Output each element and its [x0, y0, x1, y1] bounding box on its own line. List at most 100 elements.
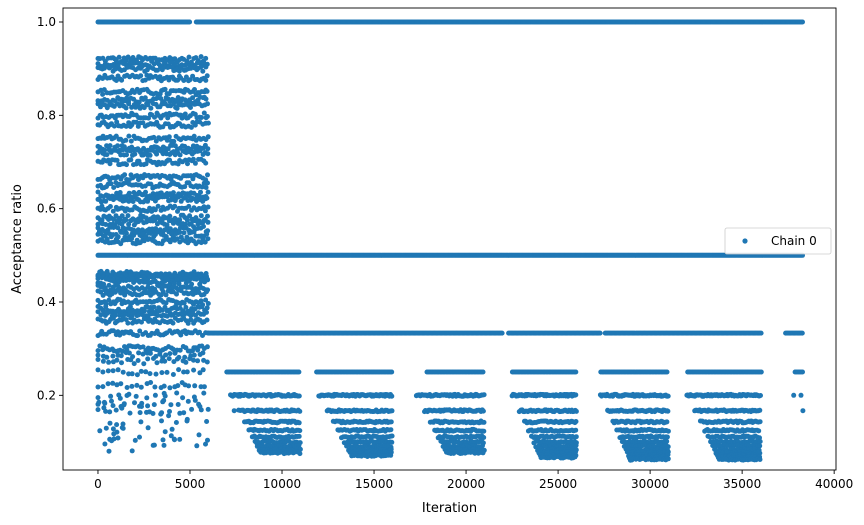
- scatter-point: [800, 19, 805, 25]
- scatter-point: [194, 276, 200, 282]
- scatter-point: [389, 408, 395, 414]
- scatter-point: [167, 213, 173, 219]
- scatter-point: [113, 407, 119, 413]
- scatter-point: [95, 407, 101, 413]
- scatter-point: [134, 382, 140, 388]
- scatter-point: [161, 398, 167, 403]
- scatter-point: [95, 357, 101, 362]
- scatter-point: [100, 369, 106, 375]
- scatter-point: [204, 114, 210, 119]
- scatter-point: [184, 418, 190, 424]
- scatter-point: [664, 369, 670, 375]
- scatter-point: [799, 330, 805, 336]
- scatter-point: [154, 360, 160, 366]
- scatter-point: [124, 385, 130, 390]
- scatter-point: [166, 134, 172, 140]
- scatter-point: [297, 408, 303, 414]
- scatter-point: [107, 420, 113, 426]
- scatter-point: [176, 194, 182, 200]
- scatter-point: [203, 96, 209, 102]
- scatter-point: [128, 357, 134, 363]
- scatter-point: [296, 393, 302, 399]
- scatter-point: [132, 151, 138, 157]
- scatter-point: [151, 402, 157, 408]
- scatter-point: [95, 348, 101, 354]
- scatter-point: [166, 356, 172, 362]
- scatter-point: [158, 411, 164, 417]
- scatter-point: [103, 408, 109, 414]
- scatter-point: [172, 437, 177, 443]
- scatter-point: [187, 19, 193, 25]
- scatter-point: [123, 137, 129, 143]
- scatter-point: [203, 185, 209, 190]
- scatter-point: [128, 157, 134, 163]
- scatter-point: [194, 443, 200, 449]
- scatter-point: [104, 354, 110, 360]
- scatter-point: [153, 371, 159, 377]
- scatter-point: [152, 392, 158, 398]
- scatter-point: [200, 350, 206, 356]
- scatter-point: [120, 369, 126, 375]
- scatter-point: [165, 276, 171, 282]
- scatter-point: [159, 370, 165, 376]
- scatter-point: [758, 369, 764, 375]
- scatter-point: [204, 231, 210, 237]
- scatter-point: [199, 115, 204, 120]
- scatter-point: [109, 398, 114, 404]
- scatter-point: [163, 352, 169, 358]
- scatter-point: [128, 148, 134, 154]
- scatter-point: [168, 402, 174, 408]
- scatter-point: [167, 409, 172, 414]
- scatter-point: [100, 358, 106, 364]
- scatter-point: [204, 317, 210, 323]
- scatter-point: [95, 352, 101, 358]
- scatter-point: [198, 213, 204, 219]
- scatter-point: [108, 393, 114, 399]
- scatter-point: [129, 236, 135, 242]
- scatter-point: [173, 420, 179, 425]
- scatter-point: [481, 419, 487, 425]
- scatter-point: [296, 420, 302, 426]
- scatter-point: [186, 54, 192, 60]
- scatter-point: [103, 425, 109, 431]
- scatter-point: [205, 120, 211, 126]
- scatter-point: [177, 436, 183, 442]
- scatter-point: [97, 428, 103, 434]
- scatter-point: [388, 427, 394, 433]
- scatter-point: [107, 204, 113, 209]
- scatter-point: [204, 419, 210, 424]
- scatter-point: [129, 383, 135, 389]
- scatter-point: [132, 437, 138, 443]
- scatter-point: [204, 73, 210, 79]
- scatter-point: [184, 369, 190, 375]
- scatter-point: [168, 433, 174, 439]
- scatter-point: [125, 320, 131, 326]
- scatter-point: [758, 330, 764, 336]
- scatter-point: [150, 411, 156, 416]
- scatter-point: [181, 230, 187, 236]
- scatter-point: [204, 344, 210, 350]
- scatter-point: [147, 152, 153, 158]
- scatter-point: [186, 383, 192, 389]
- scatter-point: [204, 289, 209, 295]
- scatter-point: [110, 403, 116, 409]
- scatter-point: [150, 274, 156, 280]
- scatter-point: [115, 435, 121, 441]
- scatter-point: [296, 369, 302, 375]
- scatter-point: [140, 351, 146, 357]
- scatter-point: [145, 403, 151, 409]
- scatter-point: [480, 369, 486, 375]
- scatter-point: [116, 54, 122, 60]
- scatter-point: [135, 358, 141, 363]
- scatter-point: [185, 398, 191, 404]
- scatter-point: [175, 383, 181, 389]
- scatter-point: [123, 105, 129, 111]
- scatter-point: [174, 356, 180, 362]
- scatter-point: [144, 409, 149, 415]
- scatter-point: [128, 217, 134, 223]
- scatter-point: [174, 390, 180, 396]
- scatter-point: [161, 442, 167, 448]
- scatter-point: [117, 395, 123, 401]
- scatter-point: [597, 330, 603, 336]
- scatter-point: [161, 383, 167, 389]
